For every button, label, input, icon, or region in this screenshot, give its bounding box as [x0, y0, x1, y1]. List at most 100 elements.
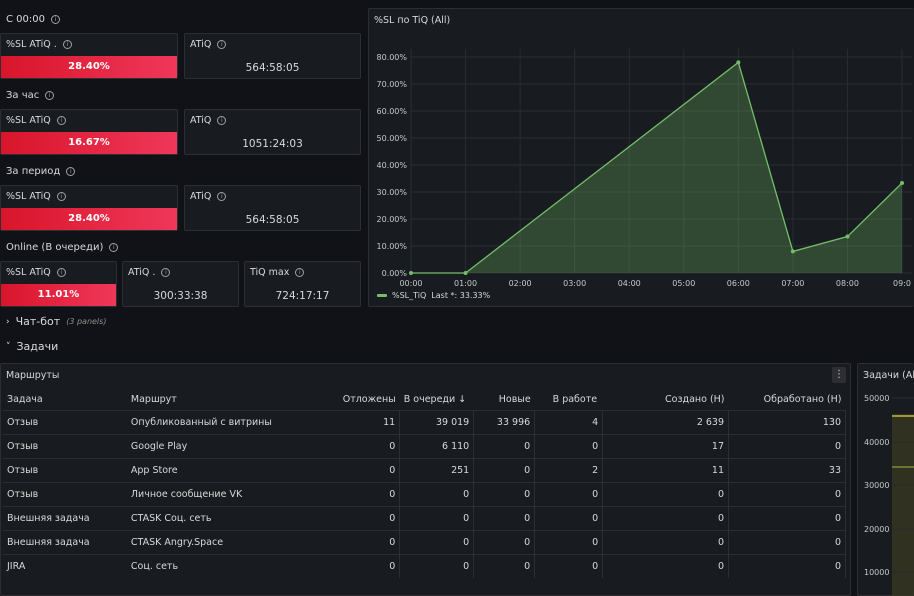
table-cell: 0 — [399, 505, 475, 530]
table-row[interactable]: Внешняя задача CTASK Angry.Space 0 0 0 0 0 0 — [3, 529, 846, 554]
column-header[interactable]: Создано (Н) — [665, 394, 725, 406]
table-cell: Отзыв — [3, 409, 127, 434]
table-cell: 11 — [309, 409, 401, 434]
table-cell: 130 — [728, 409, 846, 434]
table-cell: 0 — [534, 529, 604, 554]
stat-panel-sl-r2[interactable]: %SL ATiQ i 16.67% — [0, 109, 178, 155]
stat-value: 300:33:38 — [153, 290, 208, 302]
info-icon[interactable]: i — [56, 268, 66, 277]
stat-panel-tiq-max-r4[interactable]: TiQ max i 724:17:17 — [244, 261, 361, 307]
table-cell: 0 — [473, 505, 536, 530]
stat-panel-sl-r4[interactable]: %SL ATiQ i 11.01% — [0, 261, 117, 307]
table-cell: 0 — [602, 529, 730, 554]
stat-value: 11.01% — [1, 284, 116, 306]
y-tick-label: 30000 — [864, 481, 889, 490]
chart-legend[interactable]: %SL_TiQ Last *: 33.33% — [377, 291, 490, 300]
y-tick-label: 40000 — [864, 438, 889, 447]
data-point[interactable] — [790, 249, 795, 254]
section-title-since-midnight: С 00:00 i — [6, 14, 60, 25]
stat-title: ATiQ . — [128, 267, 156, 278]
table-cell: 0 — [728, 529, 846, 554]
info-icon[interactable]: i — [56, 192, 66, 201]
table-row[interactable]: Отзыв App Store 0 251 0 2 11 33 — [3, 457, 846, 482]
data-point[interactable] — [409, 271, 413, 275]
row-tasks[interactable]: ˅ Задачи — [6, 340, 58, 353]
column-header[interactable]: Отложены — [342, 394, 396, 406]
info-icon[interactable]: i — [217, 116, 227, 125]
table-row[interactable]: Отзыв Google Play 0 6 110 0 0 17 0 — [3, 433, 846, 458]
stat-value: 28.40% — [1, 208, 177, 230]
table-cell: 33 996 — [473, 409, 536, 434]
table-cell: 0 — [602, 481, 730, 506]
table-row[interactable]: Внешняя задача CTASK Соц. сеть 0 0 0 0 0 0 — [3, 505, 846, 530]
table-cell: 251 — [399, 457, 475, 482]
section-title-online: Online (В очереди) i — [6, 242, 119, 253]
stat-panel-atiq-r1[interactable]: ATiQ i 564:58:05 — [184, 33, 361, 79]
stat-value: 28.40% — [1, 56, 177, 78]
section-title-per-hour: За час i — [6, 90, 55, 101]
tasks-chart-svg: 50000 40000 30000 20000 10000 — [864, 394, 914, 596]
info-icon[interactable]: i — [217, 192, 227, 201]
routes-table-panel[interactable]: Маршруты ⋮ Задача Маршрут Отложены В оче… — [0, 363, 851, 596]
stat-panel-atiq-r4[interactable]: ATiQ . i 300:33:38 — [122, 261, 239, 307]
table-cell: App Store — [126, 457, 310, 482]
y-tick-label: 50000 — [864, 394, 889, 403]
table-cell: Отзыв — [3, 481, 127, 506]
table-cell: Соц. сеть — [126, 553, 310, 578]
data-point[interactable] — [736, 60, 741, 65]
x-tick-label: 08:00 — [836, 279, 859, 288]
table-row[interactable]: Отзыв Личное сообщение VK 0 0 0 0 0 0 — [3, 481, 846, 506]
column-header-sorted[interactable]: В очереди ↓ — [403, 394, 467, 406]
info-icon[interactable]: i — [45, 91, 55, 100]
info-icon[interactable]: i — [62, 40, 72, 49]
info-icon[interactable]: i — [109, 243, 119, 252]
chart-panel-sl-tiq[interactable]: %SL по TiQ (All) 0.00% 10.00% 20.00% 30.00%… — [368, 8, 914, 307]
x-tick-label: 03:00 — [563, 279, 586, 288]
stat-panel-atiq-r3[interactable]: ATiQ i 564:58:05 — [184, 185, 361, 231]
table-cell: Отзыв — [3, 457, 127, 482]
stat-title: %SL ATiQ — [6, 115, 51, 126]
series-line — [411, 61, 903, 274]
row-chatbot[interactable]: › Чат-бот (3 panels) — [6, 315, 106, 328]
table-cell: 0 — [309, 529, 401, 554]
table-cell: 17 — [602, 433, 730, 458]
tasks-chart-panel[interactable]: Задачи (All 50000 40000 30000 20000 10000 — [857, 363, 914, 596]
table-cell: 0 — [399, 553, 475, 578]
info-icon[interactable]: i — [66, 167, 76, 176]
panel-menu-icon[interactable]: ⋮ — [832, 367, 846, 383]
column-header[interactable]: Задача — [7, 394, 43, 406]
table-cell: Внешняя задача — [3, 529, 127, 554]
table-cell: 0 — [309, 553, 401, 578]
stat-title: %SL ATiQ — [6, 191, 51, 202]
table-cell: 0 — [473, 433, 536, 458]
table-row[interactable]: JIRA Соц. сеть 0 0 0 0 0 0 — [3, 553, 846, 578]
section-title-per-period: За период i — [6, 166, 76, 177]
column-header[interactable]: Маршрут — [130, 394, 177, 406]
column-header[interactable]: В работе — [552, 394, 598, 406]
table-cell: 0 — [309, 457, 401, 482]
info-icon[interactable]: i — [50, 15, 60, 24]
stat-panel-atiq-r2[interactable]: ATiQ i 1051:24:03 — [184, 109, 361, 155]
data-point[interactable] — [463, 271, 468, 275]
table-cell: 2 — [534, 457, 604, 482]
y-tick-label: 80.00% — [376, 53, 407, 62]
table-cell: 0 — [473, 481, 536, 506]
column-header[interactable]: Обработано (Н) — [763, 394, 842, 406]
info-icon[interactable]: i — [217, 40, 227, 49]
legend-last-value: Last *: 33.33% — [431, 291, 491, 300]
table-cell: Google Play — [126, 433, 310, 458]
table-cell: 0 — [399, 529, 475, 554]
table-cell: 4 — [534, 409, 604, 434]
column-header[interactable]: Новые — [498, 394, 531, 406]
info-icon[interactable]: i — [161, 268, 171, 277]
table-row[interactable]: Отзыв Опубликованный с витрины 11 39 019 33 … — [3, 409, 846, 434]
info-icon[interactable]: i — [56, 116, 66, 125]
data-point[interactable] — [845, 234, 850, 239]
table-cell: 0 — [399, 481, 475, 506]
stat-title: %SL ATiQ — [6, 267, 51, 278]
chevron-right-icon: › — [6, 316, 10, 327]
data-point[interactable] — [900, 181, 904, 186]
stat-panel-sl-r3[interactable]: %SL ATiQ i 28.40% — [0, 185, 178, 231]
stat-panel-sl-r1[interactable]: %SL ATiQ . i 28.40% — [0, 33, 178, 79]
info-icon[interactable]: i — [295, 268, 305, 277]
